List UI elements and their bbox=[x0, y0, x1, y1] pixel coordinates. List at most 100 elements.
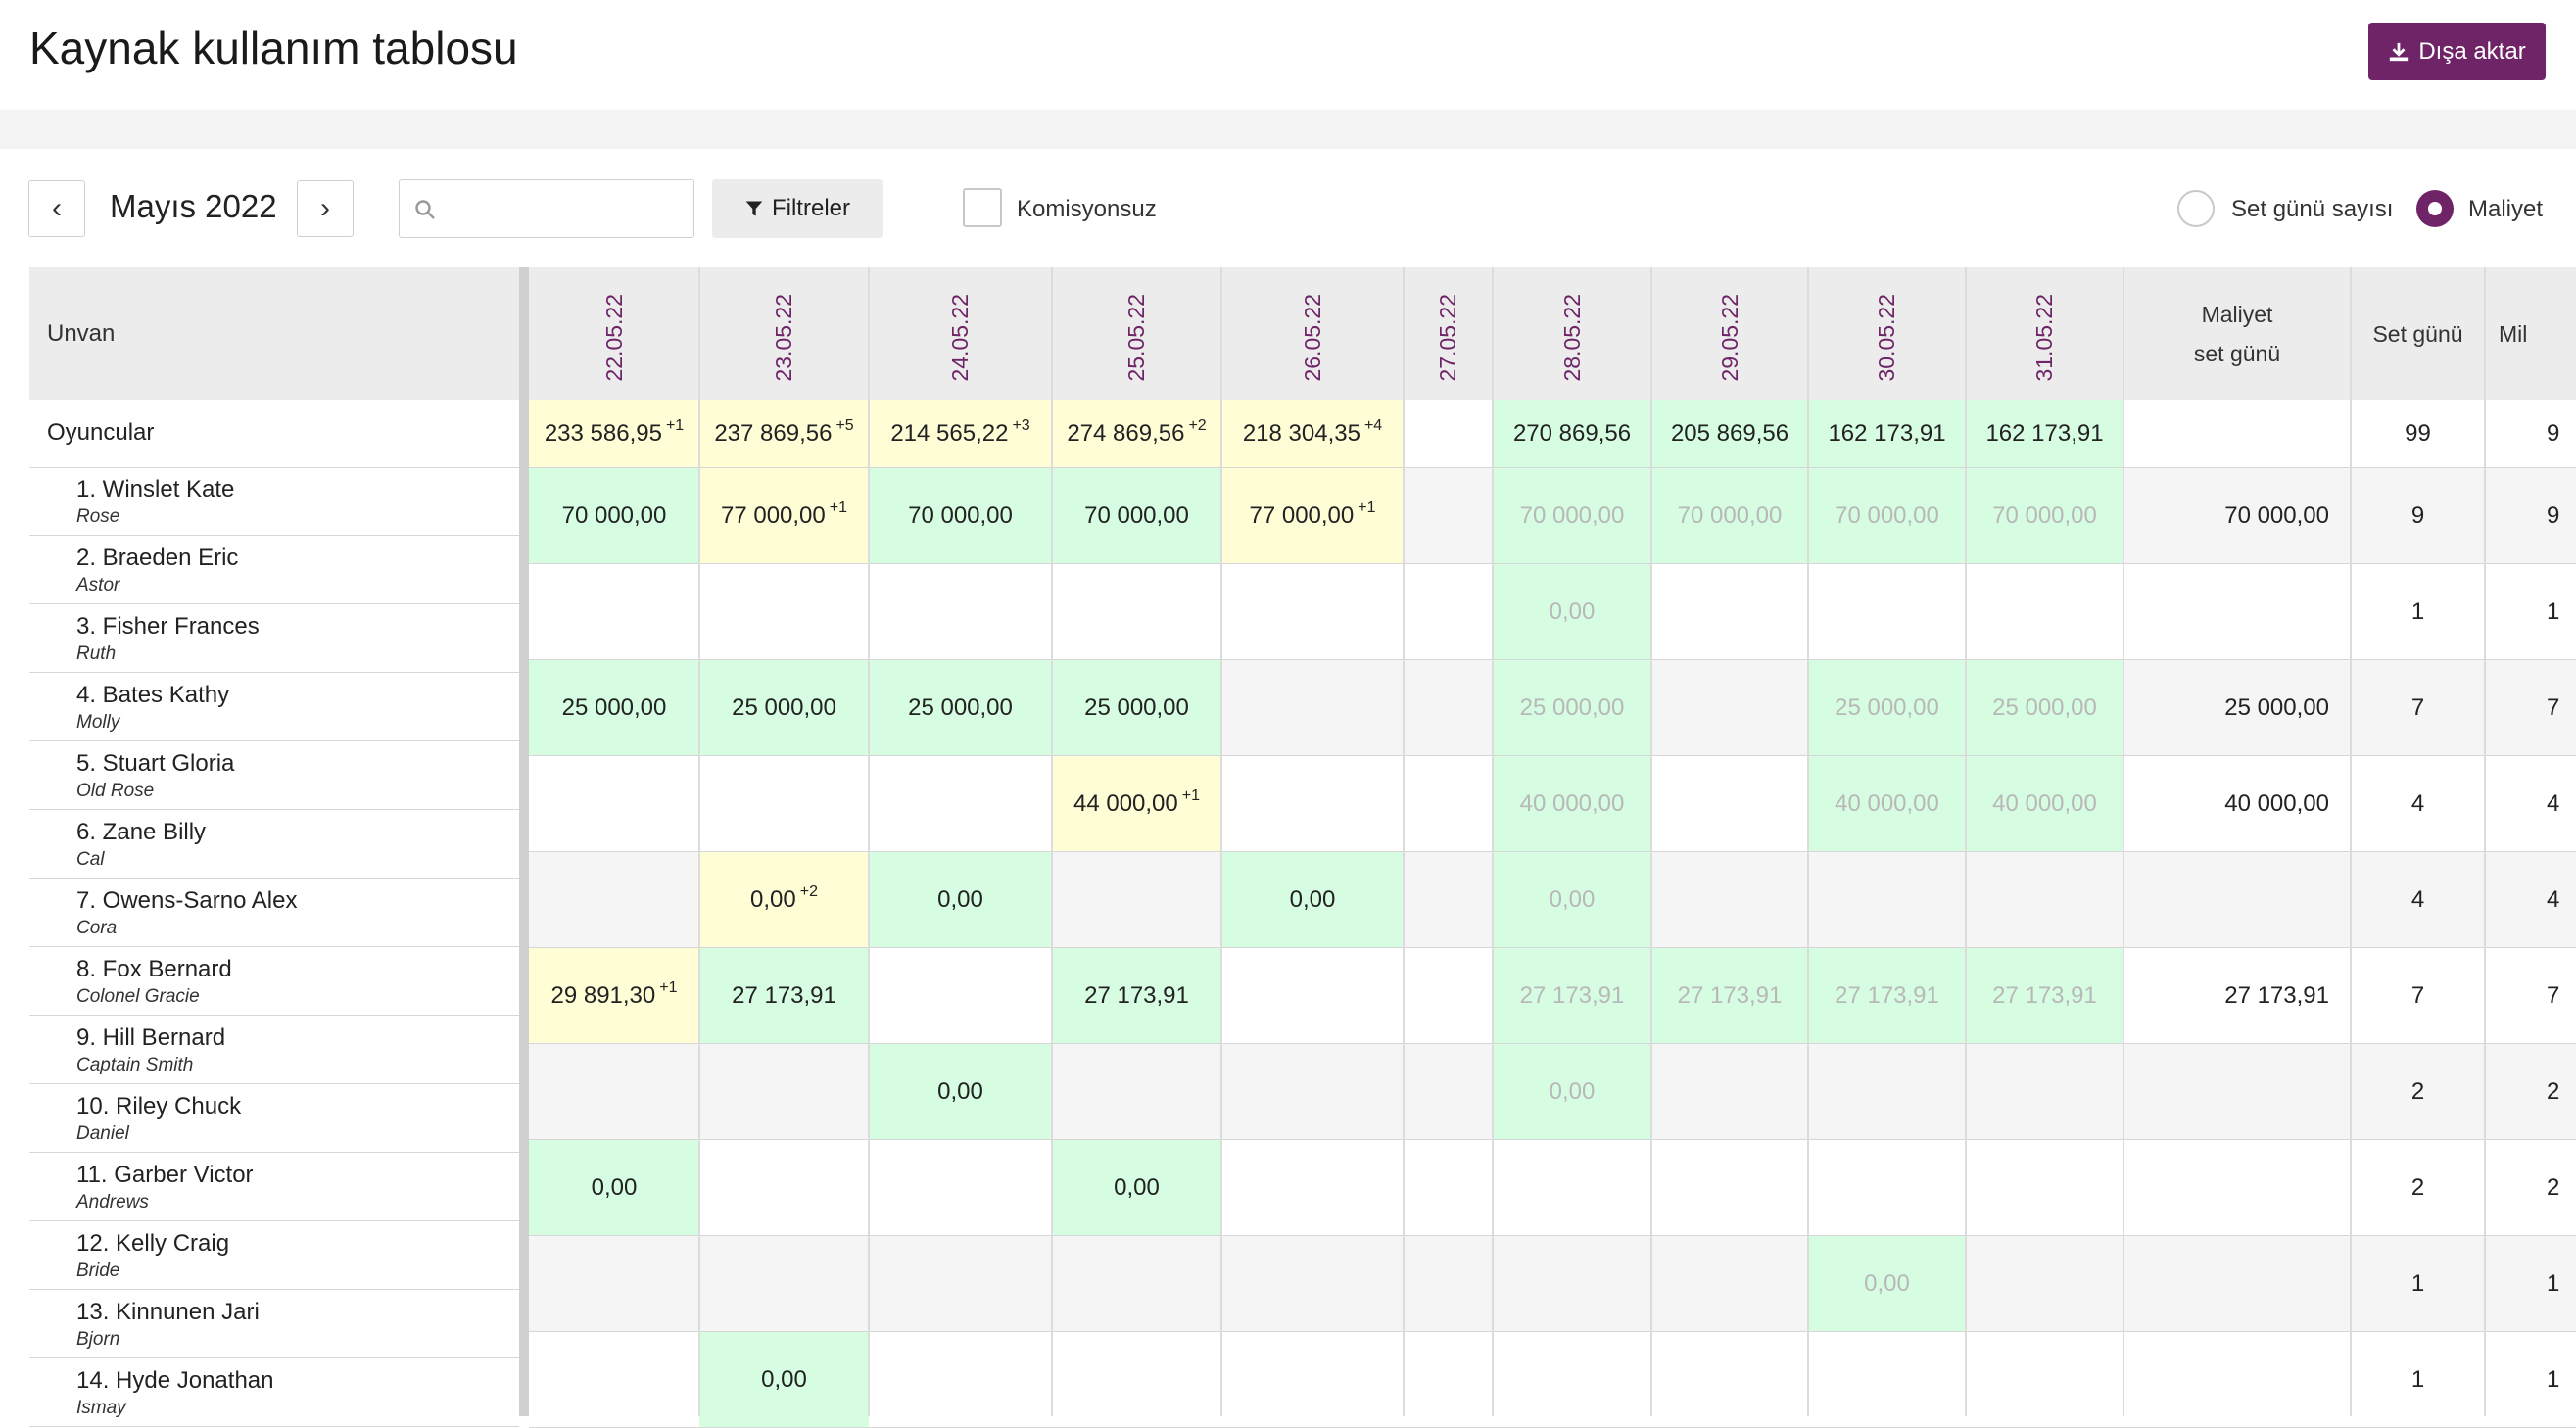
schedule-cell[interactable] bbox=[1052, 1332, 1221, 1428]
schedule-cell[interactable] bbox=[1966, 1140, 2123, 1236]
schedule-cell[interactable]: 0,00 bbox=[869, 852, 1052, 948]
actor-name-cell[interactable]: 9. Hill Bernard Captain Smith bbox=[29, 1017, 519, 1085]
schedule-cell[interactable] bbox=[1221, 1140, 1404, 1236]
schedule-cell[interactable] bbox=[1808, 1044, 1966, 1140]
schedule-cell[interactable] bbox=[1404, 852, 1493, 948]
schedule-cell[interactable] bbox=[1404, 1236, 1493, 1332]
actor-name-cell[interactable]: 7. Owens-Sarno Alex Cora bbox=[29, 880, 519, 948]
schedule-cell[interactable] bbox=[1404, 948, 1493, 1044]
schedule-cell[interactable]: 25 000,00 bbox=[699, 660, 869, 756]
schedule-cell[interactable] bbox=[699, 564, 869, 660]
schedule-cell[interactable] bbox=[1493, 1140, 1651, 1236]
schedule-cell[interactable]: 70 000,00 bbox=[1052, 468, 1221, 564]
schedule-cell[interactable]: 0,00 +2 bbox=[699, 852, 869, 948]
group-total-cell[interactable]: 237 869,56 +5 bbox=[699, 400, 869, 468]
schedule-cell[interactable] bbox=[1808, 1140, 1966, 1236]
schedule-cell[interactable] bbox=[529, 1044, 699, 1140]
actor-name-cell[interactable]: 11. Garber Victor Andrews bbox=[29, 1154, 519, 1222]
schedule-cell[interactable] bbox=[1808, 564, 1966, 660]
schedule-cell[interactable] bbox=[1966, 1332, 2123, 1428]
schedule-cell[interactable] bbox=[869, 1236, 1052, 1332]
actor-name-cell[interactable]: 2. Braeden Eric Astor bbox=[29, 537, 519, 605]
schedule-cell[interactable] bbox=[1221, 660, 1404, 756]
schedule-cell[interactable]: 70 000,00 bbox=[1808, 468, 1966, 564]
actor-name-cell[interactable]: 12. Kelly Craig Bride bbox=[29, 1222, 519, 1291]
schedule-cell[interactable] bbox=[1651, 564, 1808, 660]
schedule-cell[interactable]: 40 000,00 bbox=[1808, 756, 1966, 852]
schedule-cell[interactable]: 44 000,00 +1 bbox=[1052, 756, 1221, 852]
schedule-cell[interactable]: 27 173,91 bbox=[699, 948, 869, 1044]
schedule-cell[interactable] bbox=[869, 756, 1052, 852]
no-commission-checkbox[interactable] bbox=[963, 188, 1002, 227]
schedule-cell[interactable]: 25 000,00 bbox=[529, 660, 699, 756]
schedule-cell[interactable]: 0,00 bbox=[1052, 1140, 1221, 1236]
cost-radio[interactable] bbox=[2416, 190, 2454, 227]
date-column-header[interactable]: 28.05.22 bbox=[1493, 267, 1651, 400]
schedule-cell[interactable]: 27 173,91 bbox=[1966, 948, 2123, 1044]
date-column-header[interactable]: 23.05.22 bbox=[699, 267, 869, 400]
schedule-cell[interactable] bbox=[869, 948, 1052, 1044]
date-column-header[interactable]: 27.05.22 bbox=[1404, 267, 1493, 400]
schedule-cell[interactable] bbox=[1052, 852, 1221, 948]
schedule-cell[interactable] bbox=[1221, 1332, 1404, 1428]
schedule-cell[interactable]: 0,00 bbox=[1221, 852, 1404, 948]
schedule-cell[interactable] bbox=[1404, 468, 1493, 564]
group-total-cell[interactable]: 205 869,56 bbox=[1651, 400, 1808, 468]
schedule-cell[interactable] bbox=[1651, 1044, 1808, 1140]
date-column-header[interactable]: 26.05.22 bbox=[1221, 267, 1404, 400]
schedule-cell[interactable] bbox=[1221, 756, 1404, 852]
schedule-cell[interactable] bbox=[529, 852, 699, 948]
schedule-cell[interactable] bbox=[1052, 1044, 1221, 1140]
next-month-button[interactable]: › bbox=[297, 180, 354, 237]
group-total-cell[interactable]: 214 565,22 +3 bbox=[869, 400, 1052, 468]
schedule-cell[interactable]: 0,00 bbox=[699, 1332, 869, 1428]
schedule-cell[interactable] bbox=[699, 1044, 869, 1140]
date-column-header[interactable]: 31.05.22 bbox=[1966, 267, 2123, 400]
schedule-cell[interactable]: 77 000,00 +1 bbox=[1221, 468, 1404, 564]
schedule-cell[interactable] bbox=[1651, 660, 1808, 756]
schedule-cell[interactable]: 29 891,30 +1 bbox=[529, 948, 699, 1044]
schedule-cell[interactable]: 70 000,00 bbox=[869, 468, 1052, 564]
schedule-cell[interactable]: 27 173,91 bbox=[1808, 948, 1966, 1044]
actor-name-cell[interactable]: 8. Fox Bernard Colonel Gracie bbox=[29, 948, 519, 1017]
schedule-cell[interactable]: 25 000,00 bbox=[1052, 660, 1221, 756]
schedule-cell[interactable] bbox=[699, 1236, 869, 1332]
actor-name-cell[interactable]: 1. Winslet Kate Rose bbox=[29, 468, 519, 537]
date-column-header[interactable]: 24.05.22 bbox=[869, 267, 1052, 400]
schedule-cell[interactable] bbox=[1808, 1332, 1966, 1428]
actor-name-cell[interactable]: 6. Zane Billy Cal bbox=[29, 811, 519, 880]
export-button[interactable]: Dışa aktar bbox=[2368, 23, 2546, 80]
schedule-cell[interactable] bbox=[1221, 948, 1404, 1044]
date-column-header[interactable]: 29.05.22 bbox=[1651, 267, 1808, 400]
schedule-cell[interactable]: 0,00 bbox=[1493, 564, 1651, 660]
schedule-cell[interactable]: 70 000,00 bbox=[529, 468, 699, 564]
schedule-cell[interactable] bbox=[1404, 1332, 1493, 1428]
schedule-cell[interactable] bbox=[1966, 564, 2123, 660]
schedule-cell[interactable] bbox=[1404, 564, 1493, 660]
actor-name-cell[interactable]: 3. Fisher Frances Ruth bbox=[29, 605, 519, 674]
schedule-cell[interactable] bbox=[1404, 1140, 1493, 1236]
schedule-cell[interactable]: 0,00 bbox=[1808, 1236, 1966, 1332]
schedule-cell[interactable] bbox=[1052, 1236, 1221, 1332]
group-total-cell[interactable]: 162 173,91 bbox=[1966, 400, 2123, 468]
schedule-cell[interactable]: 70 000,00 bbox=[1493, 468, 1651, 564]
schedule-cell[interactable]: 40 000,00 bbox=[1493, 756, 1651, 852]
date-column-header[interactable]: 25.05.22 bbox=[1052, 267, 1221, 400]
schedule-cell[interactable]: 27 173,91 bbox=[1052, 948, 1221, 1044]
schedule-cell[interactable]: 25 000,00 bbox=[1966, 660, 2123, 756]
schedule-cell[interactable]: 0,00 bbox=[1493, 852, 1651, 948]
schedule-cell[interactable] bbox=[1651, 1332, 1808, 1428]
schedule-cell[interactable] bbox=[1651, 1140, 1808, 1236]
schedule-cell[interactable]: 77 000,00 +1 bbox=[699, 468, 869, 564]
actor-name-cell[interactable]: 13. Kinnunen Jari Bjorn bbox=[29, 1291, 519, 1359]
schedule-cell[interactable] bbox=[1404, 660, 1493, 756]
schedule-cell[interactable] bbox=[529, 1332, 699, 1428]
prev-month-button[interactable]: ‹ bbox=[28, 180, 85, 237]
schedule-cell[interactable] bbox=[529, 1236, 699, 1332]
search-box[interactable] bbox=[399, 179, 694, 238]
schedule-cell[interactable] bbox=[869, 1140, 1052, 1236]
schedule-cell[interactable] bbox=[529, 564, 699, 660]
schedule-cell[interactable]: 40 000,00 bbox=[1966, 756, 2123, 852]
schedule-cell[interactable]: 25 000,00 bbox=[1493, 660, 1651, 756]
schedule-cell[interactable]: 0,00 bbox=[1493, 1044, 1651, 1140]
